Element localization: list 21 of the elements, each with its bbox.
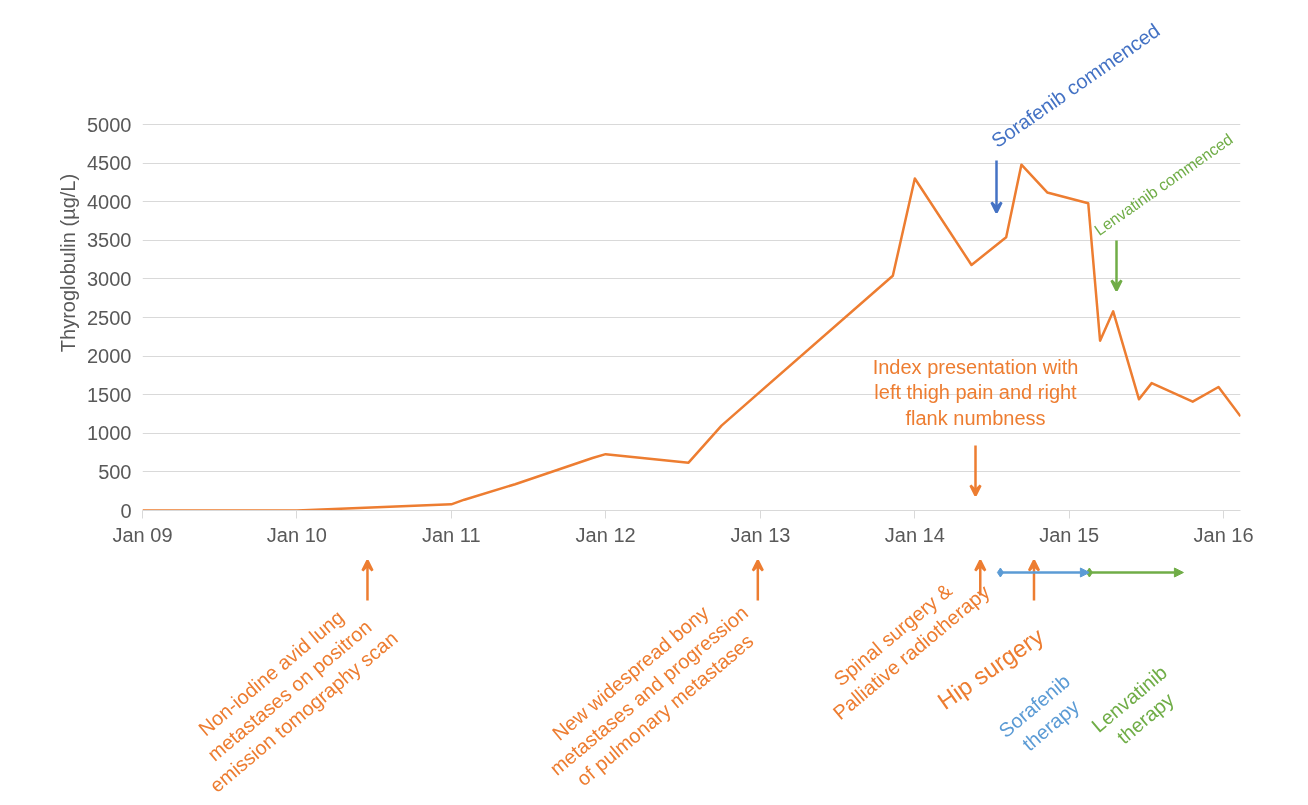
y-tick-label: 3500 [87, 229, 132, 252]
y-tick-label: 500 [98, 460, 132, 483]
annotation: Index presentation with left thigh pain and right flank numbness [872, 356, 1079, 429]
y-tick-label: 4000 [87, 190, 132, 213]
y-tick-label: 2000 [87, 345, 132, 368]
x-tick-label: Jan 14 [884, 523, 945, 546]
y-tick-label: 1500 [87, 383, 132, 406]
x-tick-label: Jan 15 [1039, 523, 1100, 546]
x-tick-label: Jan 10 [266, 523, 327, 546]
x-tick-label: Jan 09 [112, 523, 173, 546]
y-tick-label: 4500 [87, 152, 132, 175]
y-axis-title: Thyroglobulin (µg/L) [57, 173, 80, 353]
y-tick-label: 0 [120, 499, 132, 522]
y-tick-label: 5000 [87, 113, 132, 136]
y-tick-label: 2500 [87, 306, 132, 329]
x-tick-label: Jan 16 [1193, 523, 1254, 546]
y-tick-label: 1000 [87, 422, 132, 445]
y-tick-label: 3000 [87, 267, 132, 290]
x-tick-label: Jan 13 [730, 523, 791, 546]
x-tick-label: Jan 12 [575, 523, 636, 546]
x-tick-label: Jan 11 [421, 523, 481, 546]
